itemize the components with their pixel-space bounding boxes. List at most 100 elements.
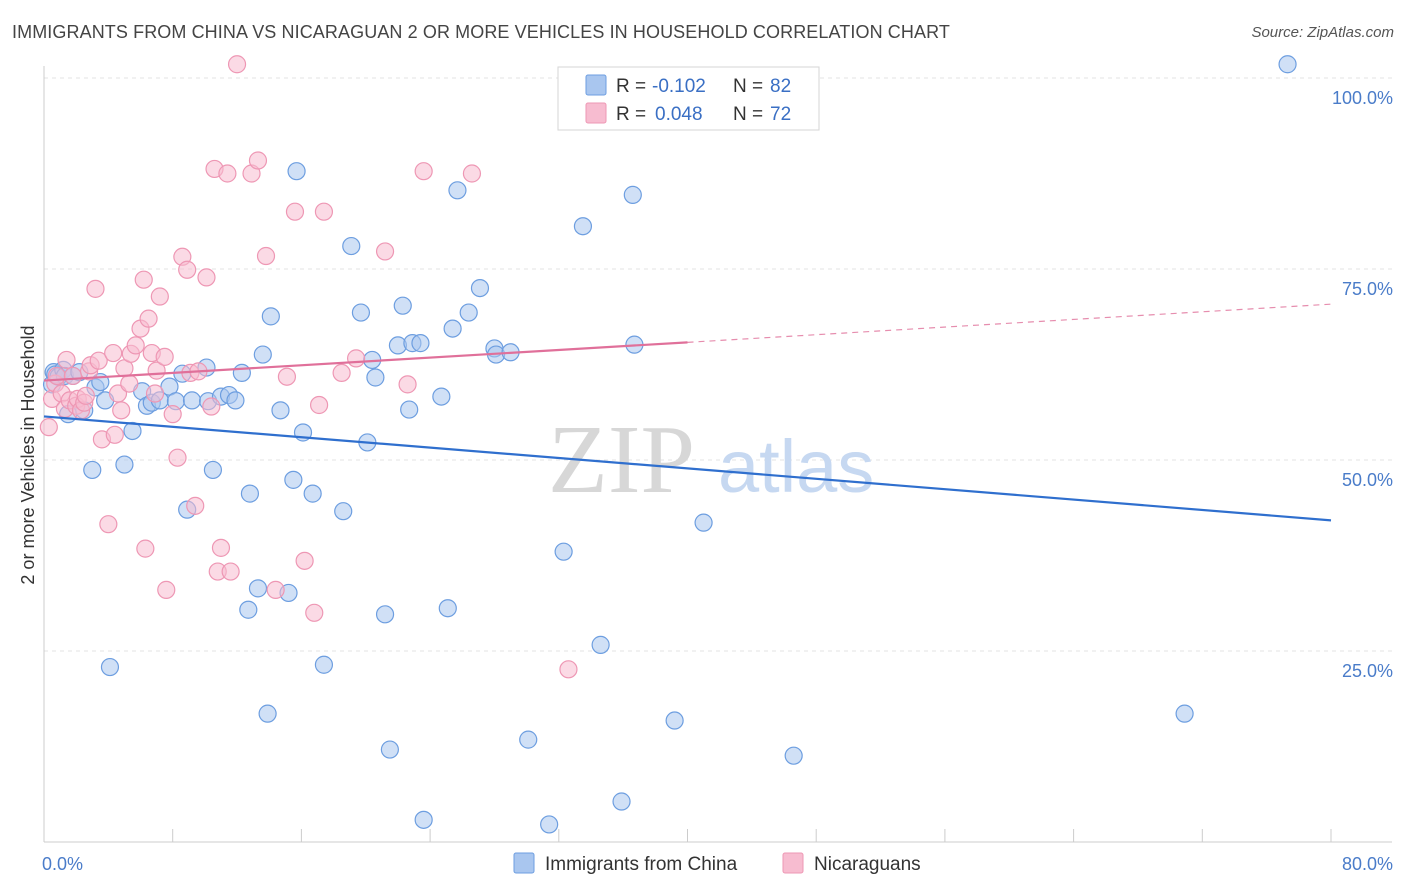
nicaraguans-point-30	[136, 539, 155, 558]
china-point-79	[784, 746, 803, 765]
china-point-31	[226, 391, 245, 410]
china-point-39	[271, 401, 290, 420]
nicaraguans-point-64	[346, 349, 366, 368]
china-point-58	[411, 334, 430, 353]
china-point-63	[448, 181, 467, 200]
china-point-15	[115, 455, 134, 474]
axes	[43, 66, 1392, 843]
series-legend: Immigrants from China Nicaraguans	[513, 852, 921, 875]
legend-swatch-nicaraguans	[585, 102, 607, 124]
nicaraguans-point-69	[559, 660, 578, 679]
x-tick-label-0: 0.0%	[42, 854, 83, 874]
china-point-81	[1278, 55, 1297, 74]
legend-swatch-china-bottom	[513, 852, 535, 874]
nicaraguans-point-8	[63, 366, 83, 386]
china-point-10	[83, 460, 102, 480]
nicaraguans-point-43	[186, 496, 205, 515]
nicaraguans-point-56	[266, 580, 285, 599]
nicaraguans-point-17	[89, 351, 108, 370]
china-point-59	[414, 810, 433, 829]
legend-r-label-nicaraguans: R =	[616, 104, 646, 125]
nicaraguans-point-49	[211, 538, 231, 557]
nicaraguans-point-58	[285, 202, 305, 221]
watermark: ZIP atlas	[548, 406, 874, 514]
trend-line-nicaraguans-projection	[687, 303, 1332, 343]
y-tick-label-2: 75.0%	[1342, 279, 1393, 299]
nicaraguans-point-51	[221, 562, 240, 581]
watermark-atlas: atlas	[718, 425, 874, 508]
china-point-46	[334, 502, 353, 521]
china-point-78	[694, 513, 713, 532]
china-point-28	[203, 460, 223, 480]
nicaraguans-point-55	[256, 246, 276, 266]
china-point-41	[284, 470, 303, 489]
trend-lines	[43, 303, 1332, 522]
y-tick-label-0: 25.0%	[1342, 661, 1393, 681]
nicaraguans-point-37	[157, 580, 176, 599]
china-point-48	[351, 303, 371, 322]
legend-n-label-nicaraguans: N =	[733, 104, 763, 125]
china-point-72	[573, 217, 593, 236]
nicaraguans-point-68	[462, 164, 482, 183]
china-point-45	[314, 655, 334, 674]
china-point-44	[303, 484, 322, 503]
china-point-52	[375, 605, 395, 624]
china-point-75	[623, 185, 642, 204]
nicaraguans-point-31	[139, 309, 158, 328]
nicaraguans-point-59	[295, 551, 314, 570]
nicaraguans-point-57	[277, 367, 297, 386]
grid-lines	[44, 77, 1392, 652]
china-point-34	[240, 484, 260, 503]
nicaraguans-point-13	[76, 386, 95, 405]
trend-line-china	[43, 415, 1332, 522]
nicaraguans-point-36	[155, 347, 174, 366]
china-point-36	[253, 345, 272, 364]
nicaraguans-point-39	[168, 448, 187, 467]
nicaraguans-point-6	[57, 350, 76, 370]
china-point-60	[432, 387, 451, 406]
nicaraguans-point-41	[178, 260, 197, 279]
nicaraguans-point-3	[47, 366, 66, 386]
nicaraguans-point-52	[227, 55, 247, 74]
china-point-42	[287, 162, 306, 181]
nicaraguans-point-66	[398, 375, 417, 394]
china-point-53	[380, 740, 399, 759]
correlation-legend: R = -0.102 N = 82 R = 0.048 N = 72	[557, 66, 820, 131]
china-point-55	[393, 296, 412, 315]
china-point-74	[612, 792, 631, 811]
nicaraguans-point-20	[104, 343, 123, 363]
series-nicaraguans-points	[39, 55, 578, 679]
legend-label-nicaraguans: Nicaraguans	[814, 854, 921, 875]
china-point-73	[591, 635, 610, 654]
legend-r-value-nicaraguans: 0.048	[655, 104, 703, 125]
source-note: Source: ZipAtlas.com	[1251, 24, 1394, 41]
china-point-25	[182, 391, 202, 410]
china-point-62	[443, 319, 462, 338]
chart-title: IMMIGRANTS FROM CHINA VS NICARAGUAN 2 OR…	[12, 22, 950, 42]
nicaraguans-point-23	[112, 401, 131, 420]
china-point-77	[665, 711, 684, 730]
legend-swatch-nicaraguans-bottom	[782, 852, 804, 874]
nicaraguans-point-21	[105, 425, 124, 444]
china-point-61	[438, 599, 457, 618]
legend-r-label-china: R =	[616, 76, 646, 97]
china-point-14	[100, 657, 120, 677]
nicaraguans-point-19	[99, 515, 118, 534]
legend-swatch-china	[585, 74, 607, 96]
china-point-51	[366, 368, 385, 387]
legend-r-value-china: -0.102	[652, 76, 706, 97]
nicaraguans-point-50	[218, 164, 237, 183]
nicaraguans-point-61	[309, 395, 329, 415]
china-point-35	[248, 579, 268, 598]
y-tick-label-1: 50.0%	[1342, 470, 1393, 490]
nicaraguans-point-35	[150, 287, 169, 306]
china-point-56	[400, 400, 419, 419]
tick-labels: 25.0% 50.0% 75.0% 100.0% 0.0% 80.0%	[42, 88, 1393, 874]
nicaraguans-point-38	[163, 405, 182, 424]
nicaraguans-point-62	[314, 202, 334, 221]
nicaraguans-point-29	[134, 270, 153, 289]
nicaraguans-point-67	[414, 162, 433, 181]
nicaraguans-point-60	[305, 603, 324, 622]
legend-n-value-nicaraguans: 72	[770, 104, 791, 125]
